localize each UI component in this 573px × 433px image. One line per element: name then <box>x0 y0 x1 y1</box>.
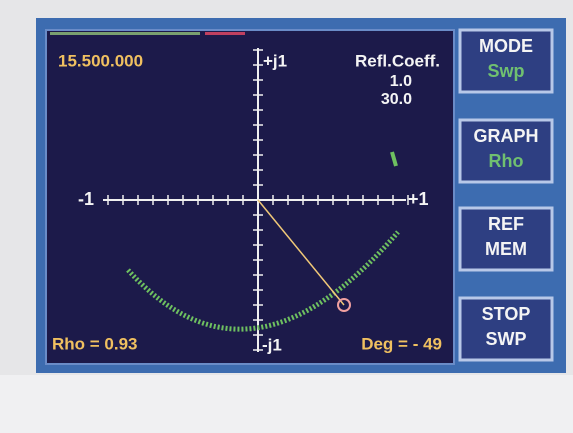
button-label[interactable]: GRAPH <box>473 126 538 146</box>
button-label[interactable]: REF <box>488 214 524 234</box>
rho-readout: Rho = 0.93 <box>52 334 138 353</box>
frequency: 15.500.000 <box>58 51 143 70</box>
progress <box>50 32 200 35</box>
axis-label-top: +j1 <box>263 51 287 70</box>
axis-label-bottom: -j1 <box>262 335 282 354</box>
deg-readout: Deg = - 49 <box>361 334 442 353</box>
scale: 1.0 <box>390 73 412 90</box>
page: 15.500.000 +j1 Refl.Coeff. 1.0 30.0 -1 +… <box>0 0 573 433</box>
axis-label-right: +1 <box>408 189 429 209</box>
button[interactable]: MODE Swp <box>460 30 552 92</box>
scale2: 30.0 <box>381 91 412 108</box>
button-label[interactable]: STOP <box>482 304 531 324</box>
button[interactable]: STOP SWP <box>460 298 552 360</box>
progress-mark <box>205 32 245 35</box>
button[interactable]: GRAPH Rho <box>460 120 552 182</box>
button[interactable]: REF MEM <box>460 208 552 270</box>
button-value[interactable]: Rho <box>489 151 524 171</box>
axis-label-left: -1 <box>78 189 94 209</box>
graph-title: Refl.Coeff. <box>355 51 440 70</box>
device: 15.500.000 +j1 Refl.Coeff. 1.0 30.0 -1 +… <box>0 0 573 433</box>
button-value[interactable]: SWP <box>485 329 526 349</box>
button-label[interactable]: MODE <box>479 36 533 56</box>
button-value[interactable]: MEM <box>485 239 527 259</box>
button-value[interactable]: Swp <box>487 61 524 81</box>
panel-bottom <box>0 375 573 433</box>
